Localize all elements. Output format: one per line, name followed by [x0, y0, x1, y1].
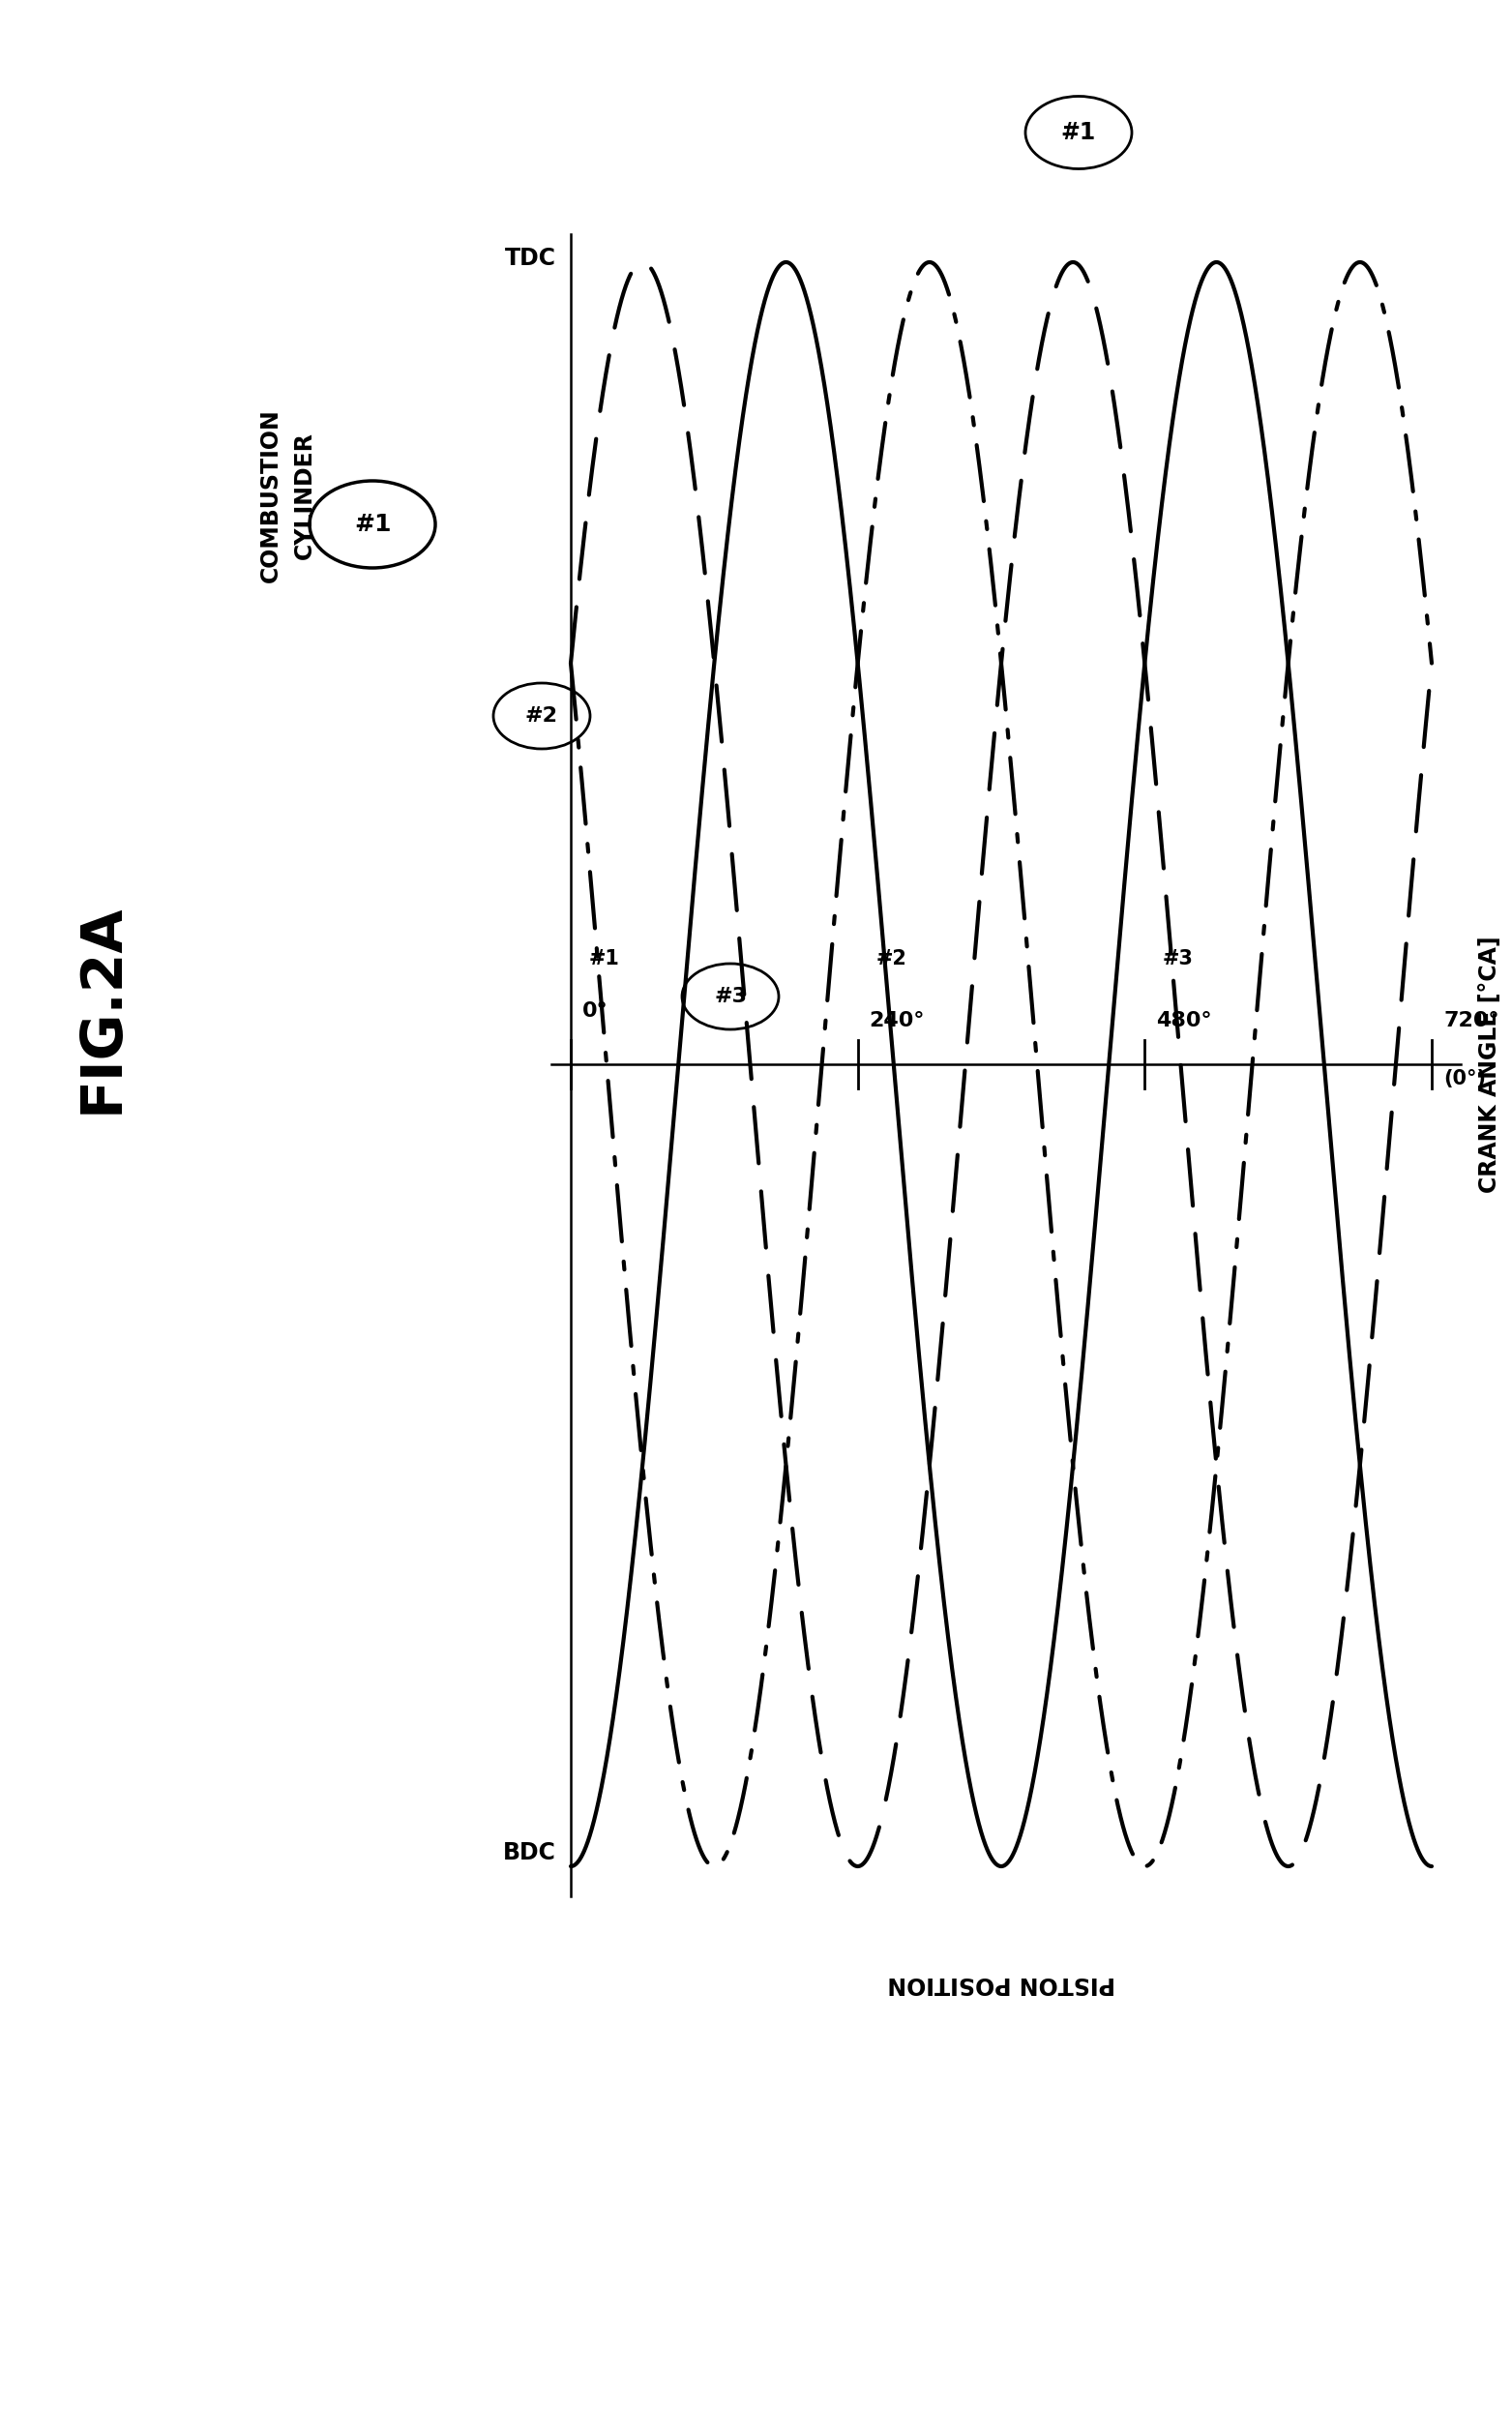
- Text: (0°): (0°): [1444, 1068, 1486, 1087]
- Text: #2: #2: [875, 948, 907, 967]
- Text: TDC: TDC: [505, 246, 556, 270]
- Text: #3: #3: [714, 986, 747, 1005]
- Text: #2: #2: [525, 706, 558, 726]
- Text: 720°: 720°: [1444, 1010, 1498, 1029]
- Text: 480°: 480°: [1157, 1010, 1213, 1029]
- Text: #1: #1: [354, 514, 392, 535]
- Text: BDC: BDC: [503, 1842, 556, 1864]
- Text: COMBUSTION: COMBUSTION: [259, 407, 283, 583]
- Text: PISTON POSITION: PISTON POSITION: [888, 1972, 1116, 1994]
- Text: CRANK ANGLE [°CA]: CRANK ANGLE [°CA]: [1479, 935, 1501, 1193]
- Text: #3: #3: [1163, 948, 1193, 967]
- Text: #1: #1: [1061, 121, 1096, 145]
- Text: FIG.2A: FIG.2A: [74, 902, 129, 1114]
- Text: 0°: 0°: [582, 1001, 608, 1020]
- Text: CYLINDER: CYLINDER: [293, 432, 316, 559]
- Text: #1: #1: [588, 948, 620, 967]
- Text: 240°: 240°: [869, 1010, 925, 1029]
